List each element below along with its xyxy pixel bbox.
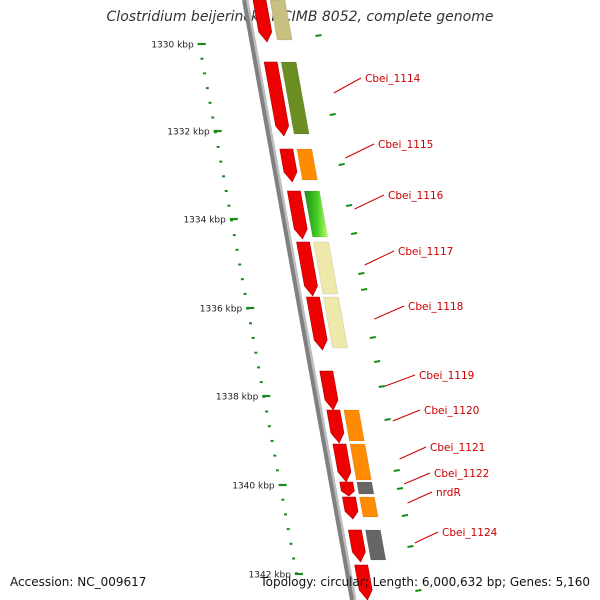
label-connector <box>392 409 421 422</box>
gene-label[interactable]: Cbei_1115 <box>378 139 433 151</box>
gene-arrow <box>279 148 298 183</box>
gene-feature-block <box>313 241 339 295</box>
gene-label[interactable]: Cbei_1114 <box>365 73 421 85</box>
gene-labels: Cbei_1114 Cbei_1115 Cbei_1116 Cbei_1117 Cbei… <box>315 34 498 592</box>
gene-arrow <box>296 241 318 297</box>
gene-arrow <box>348 529 366 563</box>
gene-track <box>252 0 387 600</box>
feature-tick <box>315 34 322 37</box>
ruler-label: 1340 kbp <box>232 482 275 492</box>
gene-label[interactable]: Cbei_1118 <box>408 301 463 313</box>
ruler-label: 1338 kbp <box>216 393 259 403</box>
gene-feature-block <box>356 481 375 495</box>
label-connector <box>399 446 427 460</box>
label-connector <box>407 491 433 504</box>
feature-tick <box>329 113 336 116</box>
backbone <box>242 0 357 600</box>
gene-feature-block <box>343 409 365 442</box>
feature-tick <box>407 545 414 548</box>
ruler-label: 1342 kbp <box>249 571 292 581</box>
feature-tick <box>373 360 381 363</box>
gene-arrow <box>354 564 373 600</box>
gene-label[interactable]: nrdR <box>436 487 461 499</box>
accession-text: Accession: NC_009617 <box>10 575 147 589</box>
feature-tick <box>350 232 358 235</box>
label-connector <box>354 194 385 210</box>
feature-tick <box>338 163 345 166</box>
label-connector <box>333 77 362 94</box>
ruler-label: 1336 kbp <box>200 305 243 315</box>
gene-feature-block <box>349 443 372 481</box>
gene-feature-block <box>365 529 387 561</box>
feature-tick <box>358 272 365 275</box>
gene-arrow <box>319 370 339 411</box>
feature-tick <box>415 589 422 592</box>
gene-arrow <box>306 296 328 351</box>
kbp-ruler: 1330 kbp 1332 kbp 1334 kbp 1336 kbp 1338 kbp… <box>151 41 303 581</box>
gene-arrow <box>332 443 352 483</box>
map-title: Clostridium beijerinckii NCIMB 8052, com… <box>106 9 494 25</box>
gene-feature-block <box>269 0 293 41</box>
gene-label[interactable]: Cbei_1122 <box>434 468 489 480</box>
gene-arrow <box>339 481 355 497</box>
label-connector <box>403 472 431 485</box>
gene-arrow <box>287 190 308 240</box>
feature-tick <box>345 204 353 207</box>
gene-label[interactable]: Cbei_1124 <box>442 527 498 539</box>
feature-tick <box>378 385 385 388</box>
gene-feature-block <box>280 61 310 135</box>
gene-arrow <box>342 496 359 520</box>
gene-label[interactable]: Cbei_1117 <box>398 246 453 258</box>
gene-label[interactable]: Cbei_1119 <box>419 370 474 382</box>
gene-arrow <box>252 0 273 43</box>
label-connector <box>374 305 405 320</box>
ruler-label: 1330 kbp <box>151 41 194 51</box>
feature-tick <box>393 469 400 472</box>
gene-feature-block <box>323 296 348 349</box>
label-connector <box>414 531 439 544</box>
ruler-label: 1332 kbp <box>167 128 210 138</box>
gene-label[interactable]: Cbei_1116 <box>388 190 444 202</box>
genome-summary-text: Topology: circular; Length: 6,000,632 bp… <box>260 575 590 589</box>
label-connector <box>364 250 395 266</box>
gene-feature-block <box>304 190 329 238</box>
feature-tick <box>361 288 368 291</box>
gene-label[interactable]: Cbei_1121 <box>430 442 485 454</box>
gene-feature-block <box>359 496 379 518</box>
feature-tick <box>396 487 404 490</box>
gene-arrow <box>263 61 289 137</box>
label-connector <box>345 143 375 159</box>
gene-arrow <box>326 409 345 444</box>
feature-tick <box>384 418 391 421</box>
feature-tick <box>401 514 409 517</box>
feature-tick <box>369 336 377 339</box>
ruler-label: 1334 kbp <box>183 216 226 226</box>
backbone-line <box>242 0 354 600</box>
gene-feature-block <box>296 148 318 181</box>
gene-label[interactable]: Cbei_1120 <box>424 405 479 417</box>
label-connector <box>382 374 416 388</box>
